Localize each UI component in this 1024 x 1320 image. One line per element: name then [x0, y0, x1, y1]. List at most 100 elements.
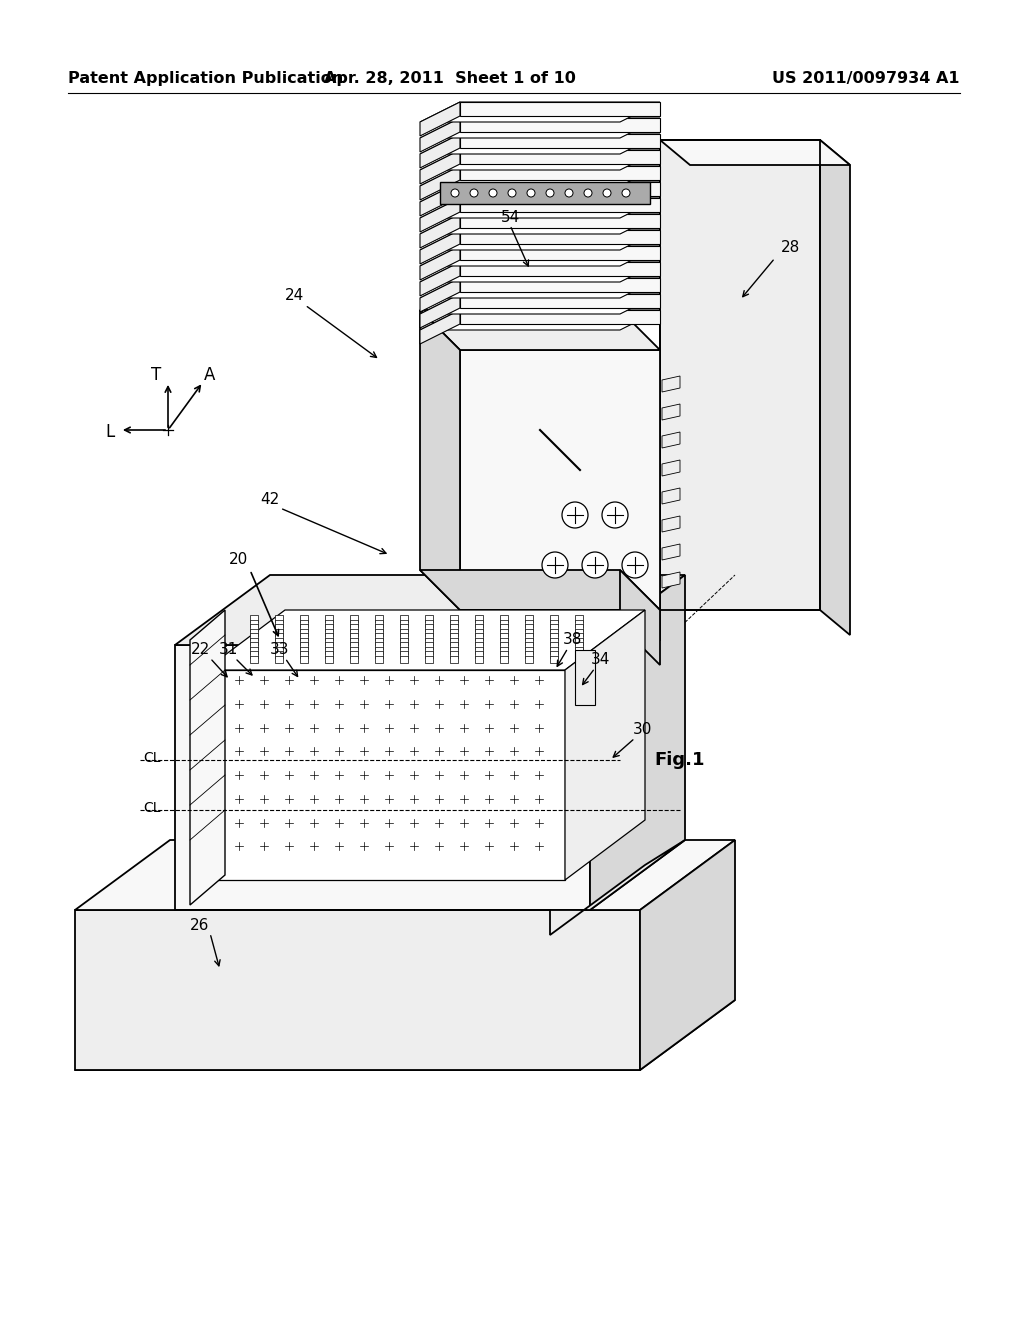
Polygon shape	[460, 294, 660, 308]
Polygon shape	[420, 294, 660, 314]
Polygon shape	[300, 615, 308, 622]
Polygon shape	[420, 230, 660, 249]
Polygon shape	[450, 615, 458, 622]
Polygon shape	[420, 150, 460, 183]
Text: 26: 26	[190, 917, 210, 932]
Polygon shape	[420, 279, 460, 312]
Polygon shape	[350, 638, 358, 644]
Polygon shape	[300, 619, 308, 627]
Polygon shape	[420, 150, 660, 170]
Circle shape	[565, 189, 573, 197]
Polygon shape	[350, 628, 358, 635]
Polygon shape	[460, 246, 660, 260]
Polygon shape	[375, 638, 383, 644]
Polygon shape	[460, 198, 660, 213]
Polygon shape	[420, 198, 460, 232]
Polygon shape	[275, 647, 283, 653]
Text: Apr. 28, 2011  Sheet 1 of 10: Apr. 28, 2011 Sheet 1 of 10	[324, 70, 575, 86]
Polygon shape	[420, 261, 660, 282]
Polygon shape	[420, 294, 460, 327]
Polygon shape	[175, 645, 590, 909]
Polygon shape	[575, 624, 583, 631]
Polygon shape	[460, 150, 660, 164]
Polygon shape	[575, 649, 595, 705]
Polygon shape	[375, 628, 383, 635]
Polygon shape	[662, 516, 680, 532]
Polygon shape	[460, 117, 660, 132]
Polygon shape	[500, 615, 508, 622]
Polygon shape	[375, 647, 383, 653]
Polygon shape	[575, 656, 583, 663]
Polygon shape	[400, 642, 408, 649]
Polygon shape	[450, 624, 458, 631]
Circle shape	[470, 189, 478, 197]
Polygon shape	[500, 656, 508, 663]
Polygon shape	[75, 1001, 735, 1071]
Polygon shape	[575, 638, 583, 644]
Text: 24: 24	[286, 288, 304, 302]
Polygon shape	[662, 404, 680, 420]
Text: A: A	[205, 366, 216, 384]
Polygon shape	[420, 214, 460, 248]
Polygon shape	[300, 628, 308, 635]
Polygon shape	[575, 615, 583, 622]
Polygon shape	[662, 544, 680, 560]
Polygon shape	[350, 656, 358, 663]
Circle shape	[582, 552, 608, 578]
Text: 22: 22	[190, 643, 210, 657]
Polygon shape	[400, 619, 408, 627]
Circle shape	[546, 189, 554, 197]
Polygon shape	[662, 432, 680, 447]
Polygon shape	[420, 182, 460, 216]
Polygon shape	[250, 628, 258, 635]
Polygon shape	[475, 624, 483, 631]
Polygon shape	[662, 459, 680, 477]
Polygon shape	[475, 615, 483, 622]
Polygon shape	[550, 651, 558, 657]
Polygon shape	[425, 651, 433, 657]
Polygon shape	[475, 628, 483, 635]
Polygon shape	[550, 647, 558, 653]
Polygon shape	[420, 117, 460, 152]
Polygon shape	[460, 182, 660, 195]
Polygon shape	[460, 135, 660, 148]
Polygon shape	[500, 634, 508, 640]
Polygon shape	[460, 610, 660, 665]
Circle shape	[603, 189, 611, 197]
Text: US 2011/0097934 A1: US 2011/0097934 A1	[772, 70, 961, 86]
Polygon shape	[400, 628, 408, 635]
Polygon shape	[190, 610, 225, 906]
Text: 20: 20	[228, 553, 248, 568]
Polygon shape	[300, 647, 308, 653]
Polygon shape	[550, 642, 558, 649]
Polygon shape	[275, 651, 283, 657]
Polygon shape	[420, 230, 460, 264]
Polygon shape	[425, 615, 433, 622]
Polygon shape	[475, 634, 483, 640]
Text: 42: 42	[260, 492, 280, 507]
Polygon shape	[275, 615, 283, 622]
Polygon shape	[350, 651, 358, 657]
Polygon shape	[450, 634, 458, 640]
Polygon shape	[420, 246, 460, 280]
Polygon shape	[250, 638, 258, 644]
Text: Patent Application Publication: Patent Application Publication	[68, 70, 343, 86]
Polygon shape	[250, 656, 258, 663]
Polygon shape	[420, 310, 660, 350]
Polygon shape	[460, 279, 660, 292]
Polygon shape	[425, 619, 433, 627]
Polygon shape	[475, 647, 483, 653]
Polygon shape	[420, 214, 660, 234]
Text: T: T	[151, 366, 161, 384]
Polygon shape	[250, 647, 258, 653]
Polygon shape	[325, 634, 333, 640]
Polygon shape	[475, 651, 483, 657]
Polygon shape	[475, 619, 483, 627]
Polygon shape	[640, 840, 735, 1071]
Polygon shape	[350, 615, 358, 622]
Polygon shape	[662, 572, 680, 587]
Polygon shape	[420, 310, 460, 345]
Polygon shape	[525, 628, 534, 635]
Polygon shape	[662, 376, 680, 392]
Polygon shape	[662, 488, 680, 504]
